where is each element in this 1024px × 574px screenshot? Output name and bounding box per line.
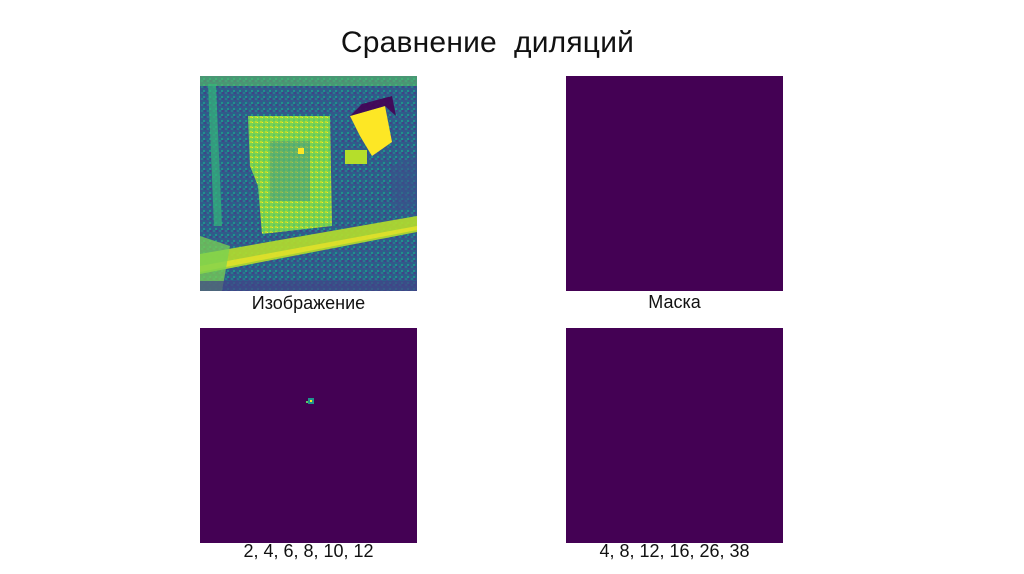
dilation-a-panel xyxy=(200,328,417,543)
mask-background xyxy=(566,76,783,291)
building-shadow xyxy=(350,96,396,116)
mask-panel xyxy=(566,76,783,291)
mask-plot xyxy=(566,76,783,291)
image-panel xyxy=(200,76,417,291)
annex xyxy=(345,150,367,164)
road-highlight xyxy=(200,226,417,272)
bottom-band xyxy=(200,281,417,291)
small-structure xyxy=(298,148,304,154)
dilation-a-background xyxy=(200,328,417,543)
slide-title: Сравнение диляций xyxy=(340,26,635,59)
mask-caption: Маска xyxy=(648,292,701,312)
dilation-b-plot xyxy=(566,328,783,543)
dark-area xyxy=(390,156,417,211)
detected-blob xyxy=(306,398,314,404)
top-strip xyxy=(200,76,417,86)
aerial-image-plot xyxy=(200,76,417,291)
dilation-b-background xyxy=(566,328,783,543)
dilation-b-caption: 4, 8, 12, 16, 26, 38 xyxy=(599,541,750,561)
dilation-b-panel xyxy=(566,328,783,543)
dilation-a-caption: 2, 4, 6, 8, 10, 12 xyxy=(243,541,374,561)
dilation-a-plot xyxy=(200,328,417,543)
left-path xyxy=(208,84,222,226)
bright-field xyxy=(248,116,332,234)
lower-left-field xyxy=(200,236,230,291)
building-roof xyxy=(350,106,392,156)
image-caption: Изображение xyxy=(251,293,366,313)
